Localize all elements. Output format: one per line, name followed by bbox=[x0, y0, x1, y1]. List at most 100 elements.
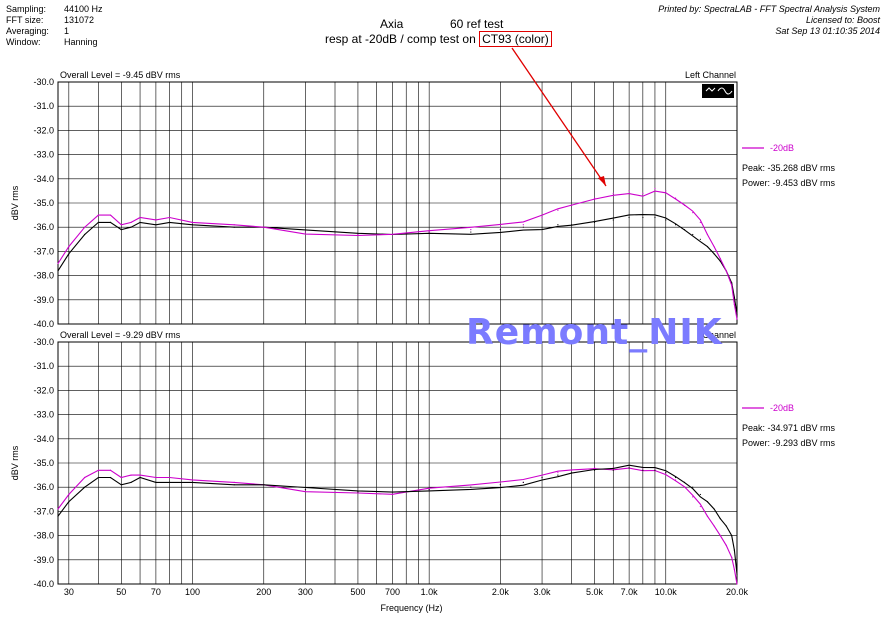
data-point bbox=[642, 469, 644, 471]
data-point bbox=[263, 226, 265, 228]
data-point bbox=[713, 508, 715, 510]
data-point bbox=[130, 474, 132, 476]
data-point bbox=[97, 469, 99, 471]
data-point bbox=[155, 476, 157, 479]
data-point bbox=[68, 501, 70, 503]
data-point bbox=[57, 270, 59, 272]
data-point bbox=[699, 238, 701, 240]
data-point bbox=[120, 484, 122, 486]
data-point bbox=[57, 508, 59, 510]
data-point bbox=[736, 573, 738, 575]
y-tick-label: -30.0 bbox=[33, 77, 54, 87]
data-point bbox=[470, 486, 472, 488]
x-tick-label: 100 bbox=[185, 587, 200, 597]
data-point bbox=[593, 197, 596, 199]
data-point bbox=[541, 226, 543, 228]
data-point bbox=[731, 535, 733, 537]
data-point bbox=[109, 476, 112, 479]
data-point bbox=[725, 525, 727, 527]
data-point bbox=[692, 233, 694, 236]
data-point bbox=[674, 197, 677, 199]
data-point bbox=[263, 484, 265, 486]
x-tick-label: 30 bbox=[64, 587, 74, 597]
y-axis-label: dBV rms bbox=[10, 185, 20, 220]
x-tick-label: 70 bbox=[151, 587, 161, 597]
data-point bbox=[571, 204, 573, 207]
data-point bbox=[499, 229, 501, 231]
data-point bbox=[683, 486, 686, 488]
data-point bbox=[665, 219, 667, 221]
x-tick-label: 3.0k bbox=[534, 587, 552, 597]
meta-fftsize-key: FFT size: bbox=[6, 15, 44, 25]
data-point bbox=[683, 229, 686, 231]
y-tick-label: -37.0 bbox=[33, 246, 54, 256]
y-tick-label: -38.0 bbox=[33, 531, 54, 541]
data-point bbox=[84, 476, 86, 479]
data-point bbox=[665, 472, 667, 474]
data-point bbox=[391, 493, 394, 496]
data-point bbox=[357, 491, 359, 493]
data-point bbox=[725, 544, 727, 546]
chart-panel-1: -30.0 -31.0 -32.0 -33.0 -34.0 -35.0 -36.0 -37.0… bbox=[10, 330, 836, 613]
series-line-20db bbox=[57, 467, 738, 585]
y-tick-label: -36.0 bbox=[33, 222, 54, 232]
meta-window-value: Hanning bbox=[64, 37, 98, 47]
data-point bbox=[499, 226, 501, 228]
y-axis-label: dBV rms bbox=[10, 445, 20, 480]
data-point bbox=[169, 216, 171, 219]
y-tick-label: -32.0 bbox=[33, 125, 54, 135]
y-tick-label: -35.0 bbox=[33, 458, 54, 468]
data-point bbox=[155, 224, 157, 226]
data-point bbox=[233, 224, 235, 226]
data-point bbox=[557, 472, 559, 474]
data-point bbox=[120, 229, 122, 231]
data-point bbox=[557, 224, 559, 226]
data-point bbox=[713, 245, 715, 248]
title-left: Axia bbox=[380, 17, 404, 31]
x-tick-label: 10.0k bbox=[655, 587, 678, 597]
data-point bbox=[191, 221, 194, 223]
data-point bbox=[593, 469, 596, 471]
y-tick-label: -34.0 bbox=[33, 434, 54, 444]
data-point bbox=[139, 221, 141, 223]
data-point bbox=[699, 221, 701, 223]
data-point bbox=[109, 214, 112, 216]
data-point bbox=[612, 192, 614, 194]
data-point bbox=[304, 489, 307, 491]
legend-label: -20dB bbox=[770, 403, 794, 413]
data-point bbox=[683, 204, 686, 207]
data-point bbox=[391, 491, 394, 493]
data-point bbox=[191, 479, 194, 481]
title-right: 60 ref test bbox=[450, 17, 504, 31]
data-point bbox=[57, 515, 59, 517]
data-point bbox=[109, 221, 112, 223]
data-point bbox=[706, 515, 709, 517]
series-line-reference bbox=[57, 464, 738, 575]
data-point bbox=[120, 224, 122, 226]
data-point bbox=[699, 505, 701, 508]
annotation-arrow bbox=[511, 47, 607, 187]
waveform-icon bbox=[702, 84, 734, 98]
data-point bbox=[706, 501, 709, 503]
data-point bbox=[139, 216, 141, 219]
licensed-to: Licensed to: Boost bbox=[805, 15, 880, 25]
data-point bbox=[169, 221, 171, 223]
data-point bbox=[699, 493, 701, 496]
data-point bbox=[139, 474, 141, 476]
y-tick-label: -40.0 bbox=[33, 319, 54, 329]
data-point bbox=[68, 253, 70, 255]
data-point bbox=[557, 209, 559, 211]
data-point bbox=[674, 476, 677, 479]
annotation-arrow-line bbox=[511, 47, 607, 187]
printed-by: Printed by: SpectraLAB - FFT Spectral An… bbox=[658, 4, 880, 14]
data-point bbox=[654, 216, 656, 219]
meta-averaging-value: 1 bbox=[64, 26, 70, 36]
data-point bbox=[719, 258, 721, 260]
data-point bbox=[68, 245, 70, 248]
meta-sampling-value: 44100 Hz bbox=[64, 4, 103, 14]
data-point bbox=[692, 486, 694, 488]
data-point bbox=[719, 518, 721, 520]
y-tick-label: -33.0 bbox=[33, 410, 54, 420]
print-date: Sat Sep 13 01:10:35 2014 bbox=[775, 26, 880, 36]
